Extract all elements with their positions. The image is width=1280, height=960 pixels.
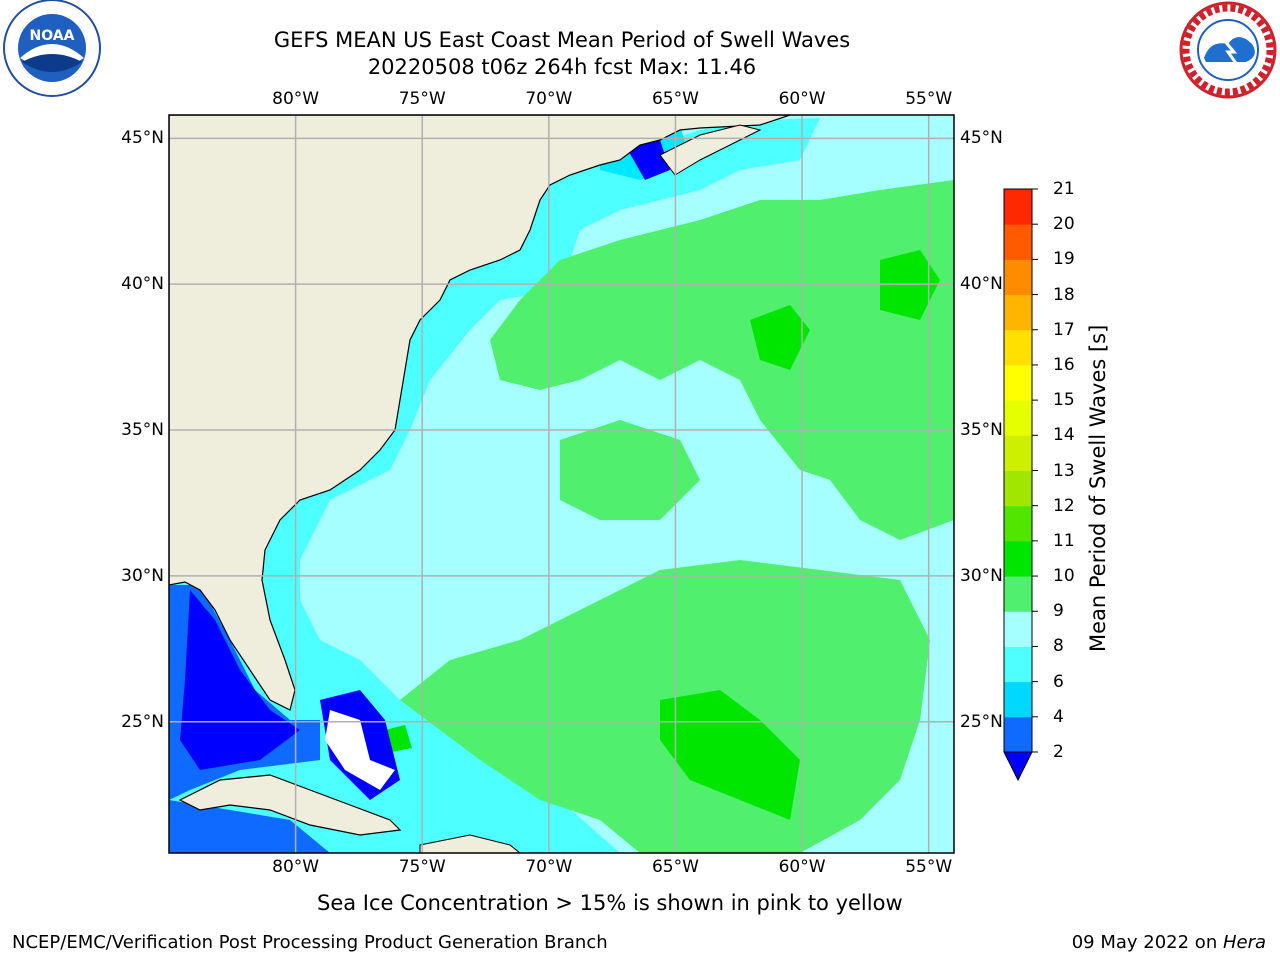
lon-tick-bottom-2: 70°W: [525, 857, 573, 877]
lat-tick-left-0: 45°N: [121, 128, 164, 149]
lon-tick-top-1: 75°W: [398, 89, 446, 109]
lon-tick-bottom-5: 55°W: [905, 857, 953, 877]
swell-core-northeast: [880, 250, 940, 320]
colorbar-label-8: 8: [1053, 636, 1064, 657]
colorbar-segment-10: [1004, 540, 1032, 577]
map-title: GEFS MEAN US East Coast Mean Period of S…: [273, 28, 851, 52]
credit-date: 09 May 2022 on Hera: [1072, 932, 1266, 953]
colorbar-label-16: 16: [1053, 354, 1075, 375]
colorbar: [1003, 188, 1038, 782]
colorbar-label-2: 2: [1053, 742, 1064, 762]
credit-branch: NCEP/EMC/Verification Post Processing Pr…: [12, 932, 608, 953]
colorbar-segment-4: [1004, 681, 1032, 718]
colorbar-label-9: 9: [1053, 601, 1064, 622]
north-america-land: [169, 115, 791, 711]
colorbar-segment-20: [1004, 189, 1032, 225]
colorbar-label-12: 12: [1053, 495, 1075, 516]
colorbar-title: Mean Period of Swell Waves [s]: [1086, 324, 1110, 652]
swell-core-bahamas: [385, 725, 412, 752]
colorbar-segment-11: [1004, 505, 1032, 542]
colorbar-label-13: 13: [1053, 460, 1075, 481]
bay-of-fundy-low-period: [625, 140, 670, 180]
lat-tick-right-1: 40°N: [960, 274, 1003, 295]
swell-core-north: [750, 305, 810, 370]
colorbar-label-15: 15: [1053, 390, 1075, 411]
map-subtitle: 20220508 t06z 264h fcst Max: 11.46: [367, 55, 757, 79]
colorbar-label-14: 14: [1053, 425, 1075, 446]
colorbar-segment-8: [1004, 611, 1032, 647]
colorbar-label-17: 17: [1053, 319, 1075, 340]
colorbar-label-6: 6: [1053, 671, 1064, 692]
lat-tick-right-2: 35°N: [960, 420, 1003, 441]
hispaniola-land: [419, 834, 521, 853]
colorbar-segment-16: [1004, 329, 1032, 366]
lon-tick-top-0: 80°W: [272, 89, 320, 109]
colorbar-segment-9: [1004, 576, 1032, 612]
lon-tick-top-5: 55°W: [905, 89, 953, 109]
credit-machine: Hera: [1222, 932, 1266, 953]
cuba-land: [178, 774, 402, 836]
map-grid: [169, 115, 954, 853]
colorbar-segment-2: [1004, 716, 1032, 753]
lat-tick-right-0: 45°N: [960, 128, 1003, 149]
lat-tick-right-3: 30°N: [960, 565, 1003, 586]
svg-text:NOAA: NOAA: [30, 28, 75, 44]
caribbean-low-period: [169, 800, 330, 853]
swell-patch-north: [490, 180, 954, 540]
lat-tick-left-4: 25°N: [121, 711, 164, 732]
lat-tick-left-3: 30°N: [121, 565, 164, 586]
lon-tick-bottom-0: 80°W: [272, 857, 320, 877]
colorbar-segment-14: [1004, 400, 1032, 436]
lon-tick-bottom-4: 60°W: [778, 857, 826, 877]
map-frame: [168, 114, 955, 854]
colorbar-label-11: 11: [1053, 530, 1075, 551]
swell-core-south: [660, 690, 800, 820]
colorbar-label-21: 21: [1053, 179, 1075, 199]
lon-tick-top-2: 70°W: [525, 89, 573, 109]
sea-ice-footnote: Sea Ice Concentration > 15% is shown in …: [317, 891, 903, 915]
swell-patch-center: [560, 420, 700, 520]
lat-tick-left-2: 35°N: [121, 420, 164, 441]
colorbar-segment-6: [1004, 646, 1032, 683]
colorbar-label-20: 20: [1053, 214, 1075, 235]
colorbar-label-19: 19: [1053, 249, 1075, 270]
nova-scotia-land: [659, 124, 762, 176]
colorbar-segment-13: [1004, 435, 1032, 471]
lon-tick-top-3: 65°W: [651, 89, 699, 109]
colorbar-label-10: 10: [1053, 566, 1075, 587]
lat-tick-left-1: 40°N: [121, 274, 164, 295]
lon-tick-bottom-3: 65°W: [651, 857, 699, 877]
colorbar-label-18: 18: [1053, 284, 1075, 305]
colorbar-segment-12: [1004, 470, 1032, 507]
colorbar-segment-19: [1004, 224, 1032, 260]
noaa-logo: NOAA: [3, 0, 101, 97]
colorbar-segment-17: [1004, 294, 1032, 331]
colorbar-extend-arrow: [1003, 751, 1033, 782]
credit-date-text: 09 May 2022 on: [1071, 932, 1223, 953]
colorbar-label-4: 4: [1053, 706, 1064, 727]
nws-logo: [1179, 1, 1277, 99]
gulf-very-low-period: [180, 590, 300, 770]
colorbar-segment-18: [1004, 259, 1032, 296]
lon-tick-bottom-1: 75°W: [398, 857, 446, 877]
lon-tick-top-4: 60°W: [778, 89, 826, 109]
colorbar-segment-15: [1004, 364, 1032, 401]
lat-tick-right-4: 25°N: [960, 711, 1003, 732]
bahamas-banks: [325, 710, 395, 790]
